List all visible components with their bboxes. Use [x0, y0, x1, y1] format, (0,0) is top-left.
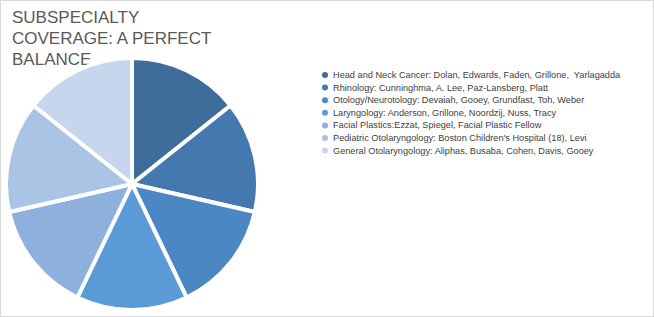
legend-label: Head and Neck Cancer: Dolan, Edwards, Fa… [333, 70, 621, 80]
legend-marker [322, 110, 328, 116]
legend-label: Facial Plastics:Ezzat, Spiegel, Facial P… [333, 120, 542, 130]
legend: Head and Neck Cancer: Dolan, Edwards, Fa… [322, 70, 621, 156]
legend-label: Otology/Neurotology: Devaiah, Gooey, Gru… [333, 95, 584, 105]
legend-marker [322, 72, 328, 78]
legend-marker [322, 148, 328, 154]
chart: SUBSPECIALTYCOVERAGE: A PERFECTBALANCEHe… [0, 0, 654, 317]
pie [6, 58, 258, 310]
legend-label: General Otolaryngology: Aliphas, Busaba,… [333, 146, 594, 156]
legend-label: Laryngology: Anderson, Grillone, Noordzi… [333, 108, 557, 118]
legend-marker [322, 85, 328, 91]
pie-slice [33, 58, 132, 184]
legend-label: Rhinology: Cunninghma, A. Lee, Paz-Lansb… [333, 83, 548, 93]
legend-marker [322, 122, 328, 128]
chart-frame [1, 1, 654, 317]
legend-marker [322, 135, 328, 141]
legend-marker [322, 97, 328, 103]
legend-label: Pediatric Otolaryngology: Boston Childre… [333, 133, 587, 143]
